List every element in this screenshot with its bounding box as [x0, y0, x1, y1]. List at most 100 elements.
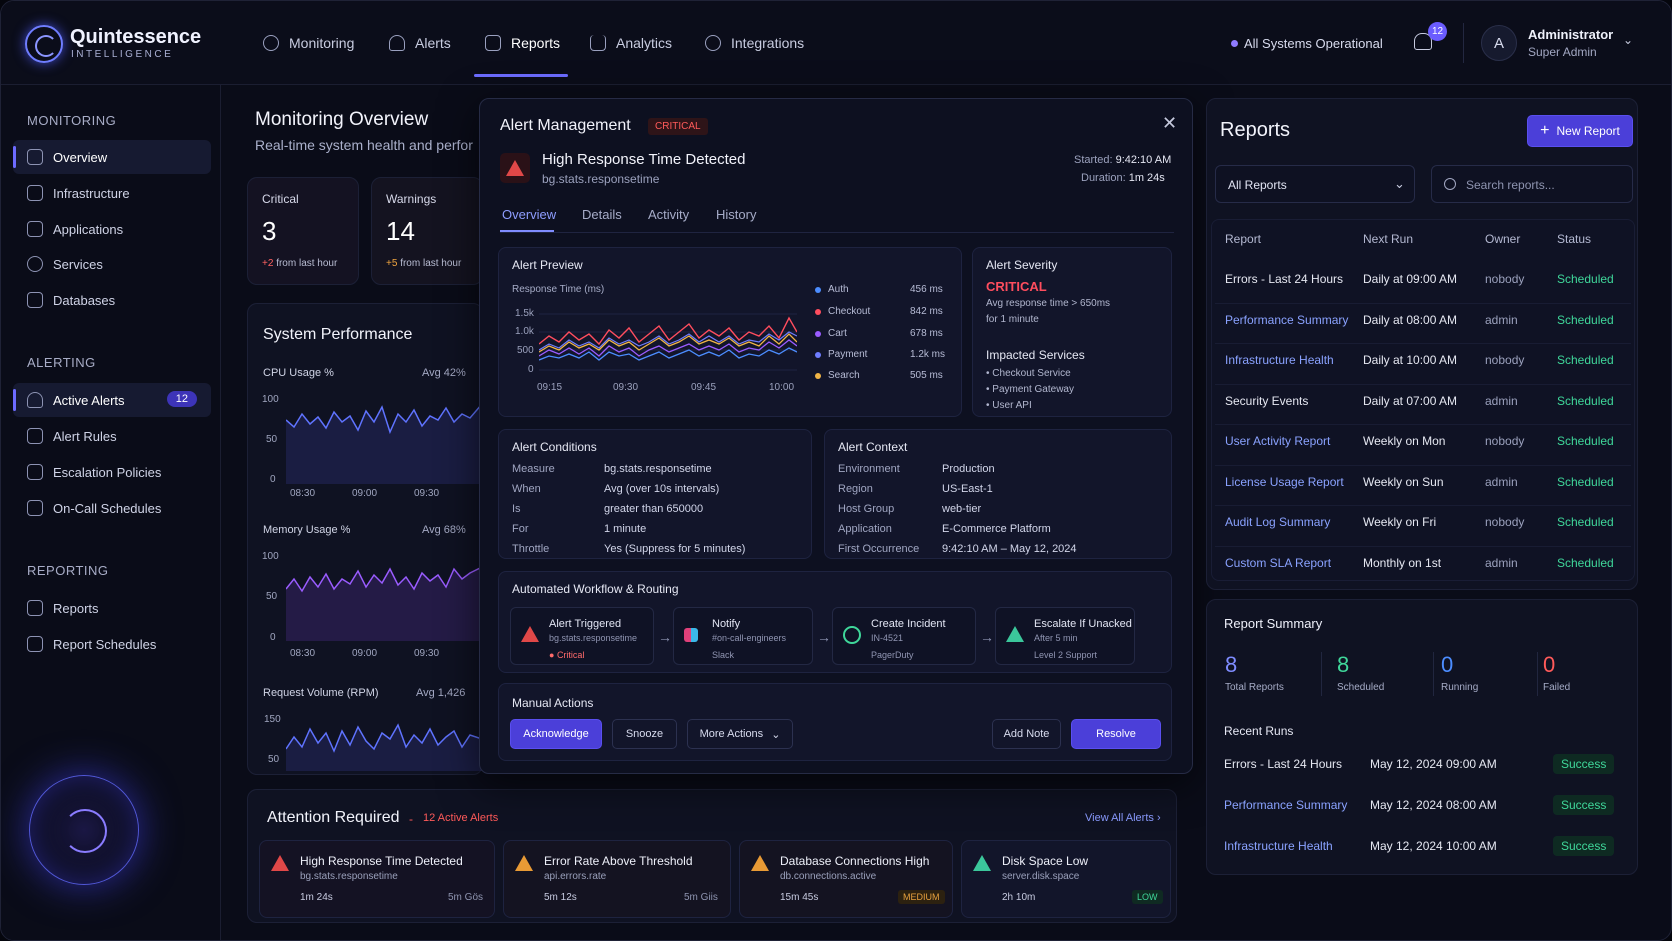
run-report-name[interactable]: Infrastructure Health — [1224, 839, 1333, 853]
table-row-divider — [1215, 302, 1631, 304]
report-name[interactable]: Audit Log Summary — [1225, 515, 1331, 529]
tab-activity[interactable]: Activity — [648, 207, 690, 222]
step-title: Notify — [712, 618, 741, 630]
legend-value: 456 ms — [910, 284, 943, 295]
nav-analytics[interactable]: Analytics — [590, 33, 672, 53]
context-label: Host Group — [838, 503, 895, 515]
report-name[interactable]: Infrastructure Health — [1225, 353, 1334, 367]
search-reports-input[interactable]: Search reports... — [1431, 165, 1633, 203]
cpu-usage-chart — [286, 403, 482, 484]
alert-time: 5m Gös — [448, 892, 484, 903]
legend-item-search: Search — [815, 370, 860, 381]
x-tick: 09:30 — [414, 648, 440, 659]
run-report-name[interactable]: Performance Summary — [1224, 798, 1348, 812]
tab-overview[interactable]: Overview — [502, 207, 557, 222]
resolve-button[interactable]: Resolve — [1071, 719, 1161, 749]
report-name[interactable]: Custom SLA Report — [1225, 555, 1332, 570]
filter-value: All Reports — [1228, 178, 1287, 192]
nav-label: Analytics — [616, 35, 673, 51]
acknowledge-button[interactable]: Acknowledge — [510, 719, 602, 749]
workflow-step-escalate[interactable]: Escalate If Unacked After 5 min Level 2 … — [995, 607, 1135, 665]
next-run: Weekly on Mon — [1363, 434, 1446, 448]
arrow-right-icon: → — [980, 629, 994, 645]
tab-history[interactable]: History — [716, 207, 757, 222]
critical-stat-card[interactable]: Critical 3 +2 from last hour — [247, 177, 359, 285]
y-tick: 150 — [264, 714, 281, 725]
bell-icon[interactable] — [1411, 31, 1433, 53]
report-name[interactable]: User Activity Report — [1225, 434, 1331, 448]
recent-runs-title: Recent Runs — [1224, 724, 1294, 738]
close-icon[interactable]: ✕ — [1162, 113, 1178, 133]
plus-icon: + — [1540, 122, 1550, 139]
sidebar-item-overview[interactable]: Overview — [13, 140, 211, 174]
calendar-icon — [27, 636, 43, 652]
system-performance-card: System Performance CPU Usage % Avg 42% 1… — [247, 303, 483, 775]
nav-reports[interactable]: Reports — [485, 33, 560, 53]
add-note-button[interactable]: Add Note — [992, 719, 1061, 749]
started-label: Started: — [1074, 154, 1113, 166]
bell-icon — [389, 35, 405, 51]
y-axis-label: Response Time (ms) — [512, 284, 605, 295]
workflow-step-incident[interactable]: Create Incident IN-4521 PagerDuty — [832, 607, 976, 665]
condition-value: greater than 650000 — [604, 503, 704, 515]
report-name[interactable]: License Usage Report — [1225, 474, 1344, 489]
section-title: System Performance — [263, 326, 413, 343]
stat-label: Warnings — [386, 192, 437, 206]
nav-integrations[interactable]: Integrations — [705, 33, 804, 53]
report-name[interactable]: Performance Summary — [1225, 312, 1349, 327]
alert-metric: server.disk.space — [1002, 871, 1080, 882]
sidebar-item-active-alerts[interactable]: Active Alerts 12 — [13, 383, 211, 417]
step-title: Escalate If Unacked — [1034, 618, 1132, 630]
sidebar-item-label: Report Schedules — [53, 636, 157, 652]
duration-value: 1m 24s — [1128, 172, 1165, 184]
reports-panel: Reports + New Report All Reports ⌄ Search… — [1206, 98, 1638, 590]
warnings-stat-card[interactable]: Warnings 14 +5 from last hour — [371, 177, 483, 285]
snooze-button[interactable]: Snooze — [612, 719, 677, 749]
run-time: May 12, 2024 10:00 AM — [1370, 839, 1497, 853]
section-title-monitoring: MONITORING — [27, 113, 117, 128]
panel-title: Alert Preview — [512, 258, 583, 272]
nav-alerts[interactable]: Alerts — [389, 33, 451, 53]
workflow-step-triggered[interactable]: Alert Triggered bg.stats.responsetime ● … — [510, 607, 654, 665]
sidebar-item-report-schedules[interactable]: Report Schedules — [13, 627, 211, 661]
active-alerts-count: 12 Active Alerts — [423, 812, 499, 824]
chevron-down-icon: ⌄ — [1394, 176, 1405, 191]
sidebar-item-reports[interactable]: Reports — [13, 591, 211, 625]
sidebar-item-databases[interactable]: Databases — [13, 283, 211, 317]
sidebar-item-escalation-policies[interactable]: Escalation Policies — [13, 455, 211, 489]
sidebar-item-alert-rules[interactable]: Alert Rules — [13, 419, 211, 453]
next-run: Weekly on Sun — [1363, 474, 1444, 489]
sidebar-item-services[interactable]: Services — [13, 247, 211, 281]
page-title: Monitoring Overview — [255, 109, 429, 130]
more-actions-button[interactable]: More Actions ⌄ — [687, 719, 793, 749]
new-report-button[interactable]: + New Report — [1527, 115, 1633, 147]
status: Scheduled — [1557, 434, 1614, 448]
legend-label: Auth — [828, 284, 849, 295]
view-all-alerts-link[interactable]: View All Alerts › — [1085, 812, 1161, 824]
chevron-down-icon[interactable]: ⌄ — [1623, 33, 1634, 47]
nav-monitoring[interactable]: Monitoring — [263, 33, 354, 53]
alert-context-panel: Alert Context Environment Production Reg… — [824, 429, 1172, 559]
step-title: Create Incident — [871, 618, 946, 630]
tab-details[interactable]: Details — [582, 207, 622, 222]
context-value: Production — [942, 463, 995, 475]
severity-level: CRITICAL — [986, 279, 1047, 294]
alert-card[interactable]: High Response Time Detected bg.stats.res… — [259, 840, 495, 918]
sidebar-item-label: Overview — [53, 149, 108, 165]
workflow-step-notify[interactable]: Notify #on-call-engineers Slack — [673, 607, 813, 665]
severity-badge: MEDIUM — [898, 890, 945, 904]
run-time: May 12, 2024 08:00 AM — [1370, 798, 1497, 812]
table-row-divider — [1215, 464, 1631, 466]
alert-card[interactable]: Disk Space Low server.disk.space 2h 10m … — [961, 840, 1171, 918]
sidebar-item-infrastructure[interactable]: Infrastructure — [13, 176, 211, 210]
title-separator: - — [409, 812, 413, 826]
sidebar-item-applications[interactable]: Applications — [13, 212, 211, 246]
sidebar-item-on-call-schedules[interactable]: On-Call Schedules — [13, 491, 211, 525]
report-filter-select[interactable]: All Reports ⌄ — [1215, 165, 1415, 203]
alert-card[interactable]: Error Rate Above Threshold api.errors.ra… — [503, 840, 731, 918]
avatar[interactable]: A — [1481, 25, 1517, 61]
brand-subtitle: INTELLIGENCE — [71, 49, 174, 60]
stat-label: Total Reports — [1225, 682, 1284, 693]
step-status-text: Critical — [556, 650, 585, 660]
alert-card[interactable]: Database Connections High db.connections… — [739, 840, 953, 918]
